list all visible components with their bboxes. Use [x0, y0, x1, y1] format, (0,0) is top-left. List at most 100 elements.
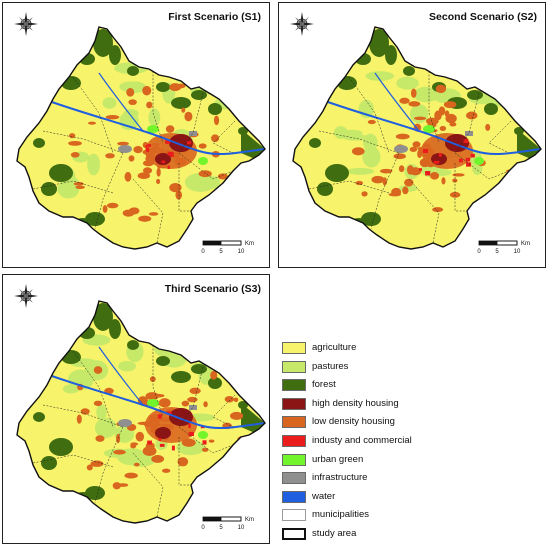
low-density-housing-patch [434, 110, 442, 121]
infrastructure-patch [118, 419, 132, 427]
forest-patch [33, 138, 45, 148]
legend-swatch [282, 527, 306, 540]
study-area-outline [16, 26, 266, 250]
low-density-housing-patch [133, 462, 140, 467]
legend-item-industry-commercial: industy and commercial [282, 433, 542, 452]
low-density-housing-patch [444, 110, 450, 118]
north-arrow-compass-icon [290, 12, 314, 36]
low-density-housing-patch [156, 178, 161, 184]
land-use-map-s3 [16, 300, 266, 524]
forest-patch [156, 356, 170, 366]
scale-bar: Km 0 5 10 [201, 240, 254, 255]
industry-commercial-patch [166, 411, 172, 415]
forest-patch [127, 340, 139, 350]
scenario-map-panel-s3: Third Scenario (S3) Km 0 5 10 [2, 274, 270, 544]
municipality-border [212, 394, 236, 428]
low-density-housing-patch [439, 125, 447, 132]
pasture-patch [102, 97, 117, 109]
municipality-border [454, 163, 467, 212]
forest-patch [484, 103, 498, 115]
legend-item-forest: forest [282, 377, 542, 396]
low-density-housing-patch [393, 153, 406, 160]
municipality-border [178, 366, 204, 428]
scenario-map-panel-s2: Second Scenario (S2) Km 0 5 10 [278, 2, 546, 268]
industry-commercial-patch [161, 160, 166, 164]
scale-frame [478, 240, 518, 246]
low-density-housing-patch [76, 414, 82, 424]
legend-item-municipalities: municipalities [282, 507, 542, 526]
municipality-border [178, 437, 191, 486]
urban-green-patch [198, 431, 208, 439]
urban-green-patch [474, 157, 484, 165]
legend-item-water: water [282, 489, 542, 508]
forest-patch [309, 138, 321, 148]
urban-green-patch [147, 399, 159, 407]
river [48, 100, 265, 156]
infrastructure-patch [118, 145, 132, 153]
industry-commercial-patch [438, 152, 442, 157]
low-density-housing-patch [452, 173, 465, 177]
forest-patch [41, 182, 57, 196]
low-density-housing-patch [162, 468, 171, 473]
municipality-border [488, 120, 512, 154]
low-density-housing-patch [137, 172, 151, 180]
forest-patch [208, 377, 222, 389]
pasture-patch [118, 360, 136, 372]
forest-patch [171, 97, 191, 109]
forest-patch [93, 29, 113, 57]
land-use-patches [308, 29, 541, 244]
low-density-housing-patch [410, 88, 417, 98]
legend-swatch [282, 434, 306, 447]
pasture-patch [126, 454, 155, 467]
low-density-housing-patch [135, 431, 145, 442]
forest-patch [127, 66, 139, 76]
industry-commercial-patch [167, 151, 173, 156]
municipality-border [454, 152, 510, 180]
industry-commercial-patch [422, 148, 429, 153]
industry-commercial-patch [158, 438, 162, 442]
industry-commercial-patch [433, 160, 440, 164]
legend-swatch [282, 490, 306, 503]
industry-commercial-patch [202, 440, 207, 445]
low-density-housing-patch [69, 133, 76, 139]
forest-patch [208, 103, 222, 115]
low-density-housing-patch [90, 460, 104, 467]
land-use-patches [32, 29, 265, 244]
municipality-border [408, 178, 440, 244]
low-density-housing-patch [105, 153, 115, 159]
legend-swatch [282, 397, 306, 410]
scale-tick-label: 0 [201, 525, 205, 531]
low-density-housing-patch [165, 125, 175, 133]
scale-tick-label: 5 [219, 249, 223, 255]
industry-commercial-patch [145, 145, 148, 148]
legend-item-agriculture: agriculture [282, 340, 542, 359]
infrastructure-patch [189, 405, 197, 410]
low-density-housing-patch [355, 180, 363, 186]
forest-patch [467, 90, 483, 100]
low-density-housing-patch [181, 107, 186, 113]
agriculture-area [293, 27, 541, 249]
low-density-housing-patch [142, 85, 152, 96]
low-density-housing-patch [75, 185, 86, 189]
low-density-housing-patch [88, 121, 96, 125]
legend-swatch [282, 509, 306, 522]
low-density-housing-patch [93, 400, 103, 407]
low-density-housing-patch [412, 141, 421, 148]
low-density-housing-patch [443, 101, 457, 109]
low-density-housing-patch [399, 97, 410, 104]
low-density-housing-patch [487, 195, 496, 199]
low-density-housing-patch [398, 165, 405, 173]
low-density-housing-patch [106, 202, 119, 209]
low-density-housing-patch [68, 140, 82, 146]
low-density-housing-patch [409, 146, 418, 152]
legend-item-high-density-housing: high density housing [282, 396, 542, 415]
industry-commercial-patch [463, 139, 469, 144]
low-density-housing-patch [117, 483, 129, 487]
urban-green-patch [198, 157, 208, 165]
low-density-housing-patch [149, 376, 156, 382]
low-density-housing-patch [142, 446, 157, 457]
low-density-housing-patch [404, 178, 414, 187]
low-density-housing-patch [466, 111, 478, 120]
low-density-housing-patch [80, 408, 90, 415]
low-density-housing-patch [169, 182, 182, 193]
